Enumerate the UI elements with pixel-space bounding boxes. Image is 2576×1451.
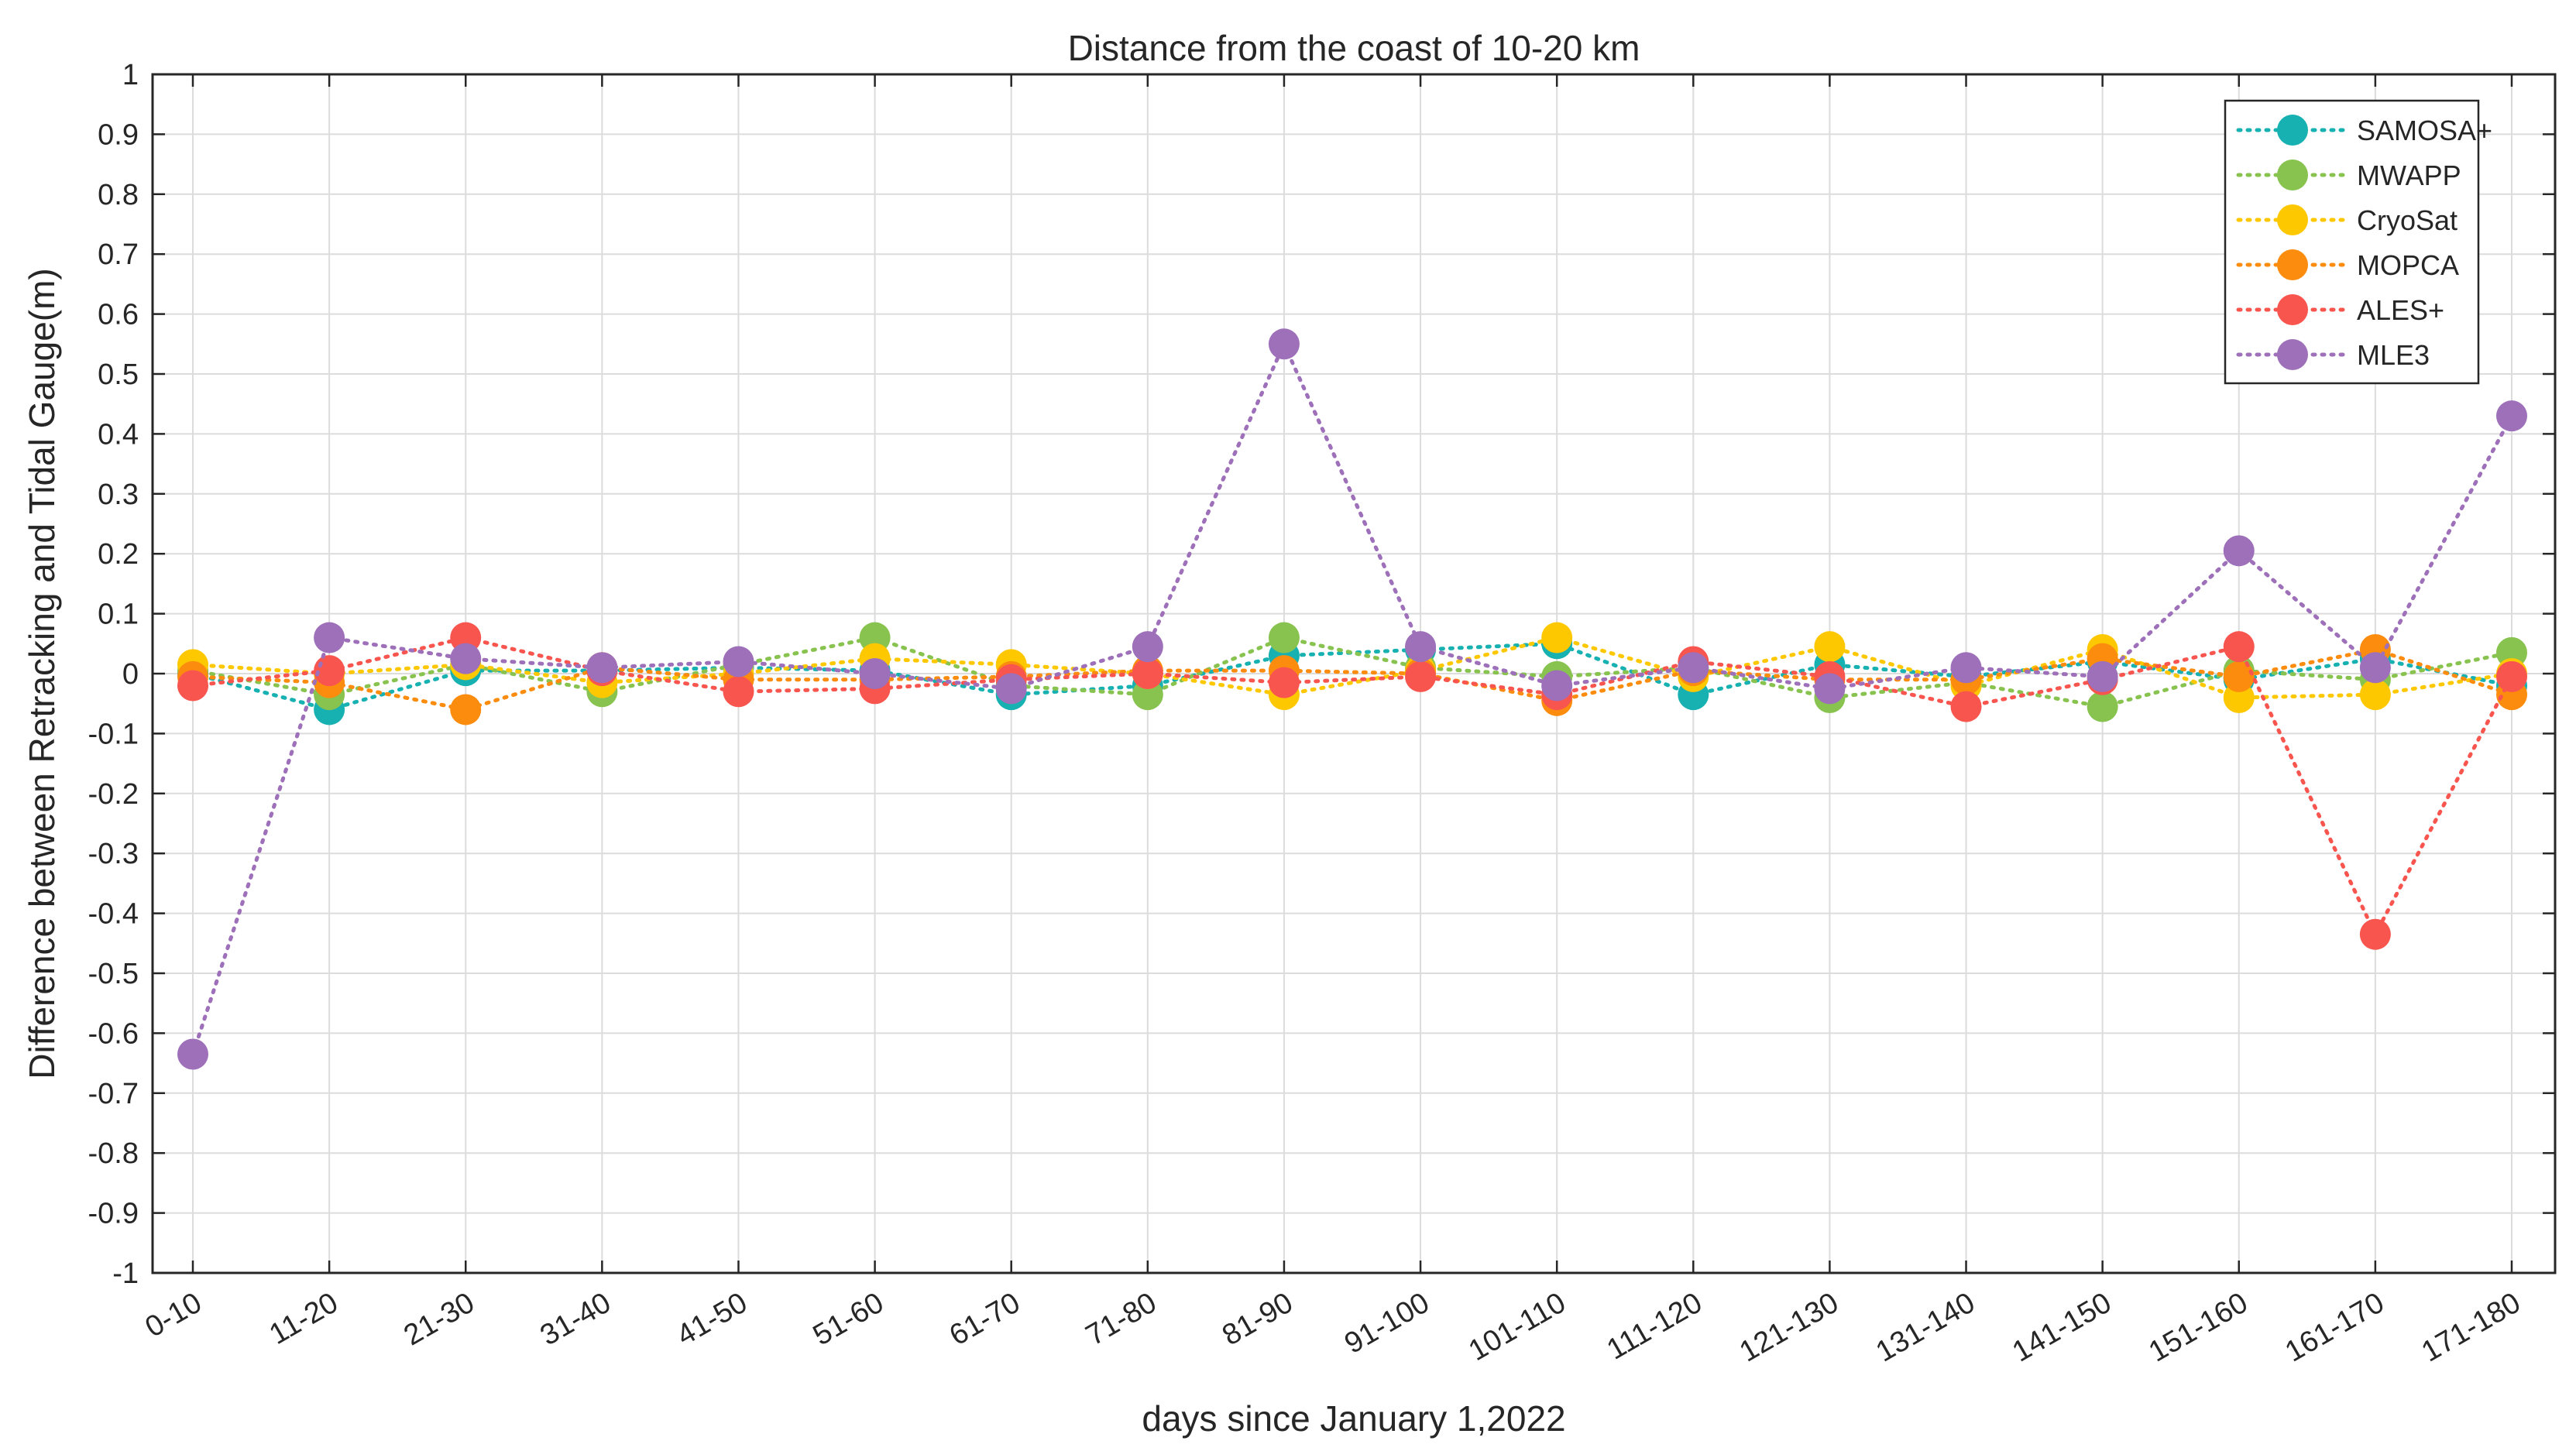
data-point bbox=[1541, 622, 1573, 653]
legend-label: ALES+ bbox=[2357, 294, 2444, 326]
y-tick-label: -0.9 bbox=[88, 1198, 139, 1230]
data-point bbox=[723, 676, 754, 708]
legend-entry: ALES+ bbox=[2236, 294, 2444, 326]
data-point bbox=[2359, 652, 2391, 684]
data-point bbox=[1950, 652, 1982, 684]
y-tick-label: -0.5 bbox=[88, 958, 139, 990]
legend-label: MOPCA bbox=[2357, 249, 2459, 281]
data-point bbox=[1268, 667, 1300, 698]
y-tick-label: 1 bbox=[122, 59, 139, 91]
y-tick-label: -1 bbox=[112, 1257, 139, 1290]
y-tick-label: 0 bbox=[122, 658, 139, 691]
data-series bbox=[177, 328, 2527, 1070]
data-point bbox=[2496, 400, 2527, 432]
y-tick-label: 0.9 bbox=[98, 118, 139, 151]
y-tick-label: 0.4 bbox=[98, 418, 139, 451]
legend-marker bbox=[2277, 160, 2308, 190]
series-mle3 bbox=[177, 328, 2527, 1070]
data-point bbox=[2223, 660, 2255, 692]
data-point bbox=[450, 643, 482, 674]
x-axis-title: days since January 1,2022 bbox=[1142, 1398, 1565, 1439]
series-line bbox=[191, 635, 2514, 709]
y-tick-label: 0.6 bbox=[98, 299, 139, 331]
y-tick-label: 0.1 bbox=[98, 599, 139, 631]
legend-marker bbox=[2277, 294, 2308, 325]
data-point bbox=[586, 652, 618, 684]
data-point bbox=[1268, 328, 1300, 360]
series-line bbox=[191, 641, 2514, 712]
y-tick-label: 0.7 bbox=[98, 238, 139, 271]
legend-box bbox=[2224, 99, 2480, 385]
legend-entry: MWAPP bbox=[2236, 160, 2461, 191]
y-tick-label: 0.8 bbox=[98, 179, 139, 211]
data-point bbox=[1814, 673, 1846, 705]
y-tick-label: 0.3 bbox=[98, 479, 139, 511]
data-point bbox=[1678, 652, 1709, 684]
data-point bbox=[859, 658, 891, 689]
legend-label: MWAPP bbox=[2357, 160, 2461, 191]
y-tick-label: 0.5 bbox=[98, 358, 139, 391]
axis-ticks bbox=[153, 73, 2555, 1274]
legend-marker bbox=[2277, 249, 2308, 280]
y-tick-label: -0.1 bbox=[88, 718, 139, 750]
data-point bbox=[1268, 622, 1300, 653]
legend-entry: CryoSat bbox=[2236, 204, 2458, 236]
y-tick-label: -0.4 bbox=[88, 898, 139, 931]
legend-entry: SAMOSA+ bbox=[2236, 115, 2492, 146]
y-tick-labels: 1 0.9 0.8 0.7 0.6 0.5 0.4 0.3 0.2 0.1 0 -0.1 -0.2 -0.… bbox=[88, 59, 139, 1290]
data-point bbox=[2223, 631, 2255, 663]
data-point bbox=[177, 670, 208, 701]
data-point bbox=[450, 694, 482, 726]
data-point bbox=[995, 673, 1027, 705]
y-tick-label: 0.2 bbox=[98, 538, 139, 571]
data-point bbox=[2223, 535, 2255, 567]
data-point bbox=[177, 1038, 208, 1070]
legend: SAMOSA+ MWAPP CryoSat MOPCA ALES+ MLE3 bbox=[2224, 99, 2492, 385]
data-point bbox=[2359, 679, 2391, 711]
y-tick-label: -0.3 bbox=[88, 838, 139, 870]
chart-title: Distance from the coast of 10-20 km bbox=[1068, 28, 1640, 68]
data-point bbox=[723, 646, 754, 677]
data-point bbox=[1814, 631, 1846, 663]
legend-marker bbox=[2277, 204, 2308, 235]
y-axis-title: Difference between Retracking and Tidal … bbox=[22, 268, 62, 1079]
y-tick-label: -0.8 bbox=[88, 1137, 139, 1170]
gridlines bbox=[153, 74, 2555, 1274]
data-point bbox=[2087, 691, 2118, 722]
data-point bbox=[2359, 918, 2391, 950]
legend-entry: MLE3 bbox=[2236, 339, 2430, 371]
data-point bbox=[1950, 691, 1982, 722]
legend-items: SAMOSA+ MWAPP CryoSat MOPCA ALES+ MLE3 bbox=[2236, 115, 2492, 371]
series-line bbox=[191, 339, 2514, 1056]
legend-label: MLE3 bbox=[2357, 339, 2430, 371]
legend-label: CryoSat bbox=[2357, 204, 2458, 236]
series-line bbox=[191, 647, 2514, 712]
legend-label: SAMOSA+ bbox=[2357, 115, 2492, 146]
y-tick-label: -0.6 bbox=[88, 1017, 139, 1050]
legend-entry: MOPCA bbox=[2236, 249, 2459, 281]
data-point bbox=[1132, 658, 1163, 689]
y-tick-label: -0.7 bbox=[88, 1078, 139, 1110]
data-point bbox=[1541, 670, 1573, 701]
data-point bbox=[2087, 660, 2118, 692]
y-tick-label: -0.2 bbox=[88, 778, 139, 811]
data-point bbox=[1405, 660, 1437, 692]
data-point bbox=[1132, 631, 1163, 663]
legend-marker bbox=[2277, 339, 2308, 370]
legend-marker bbox=[2277, 115, 2308, 146]
data-point bbox=[2496, 660, 2527, 692]
data-point bbox=[314, 622, 345, 653]
data-point bbox=[1405, 631, 1437, 663]
